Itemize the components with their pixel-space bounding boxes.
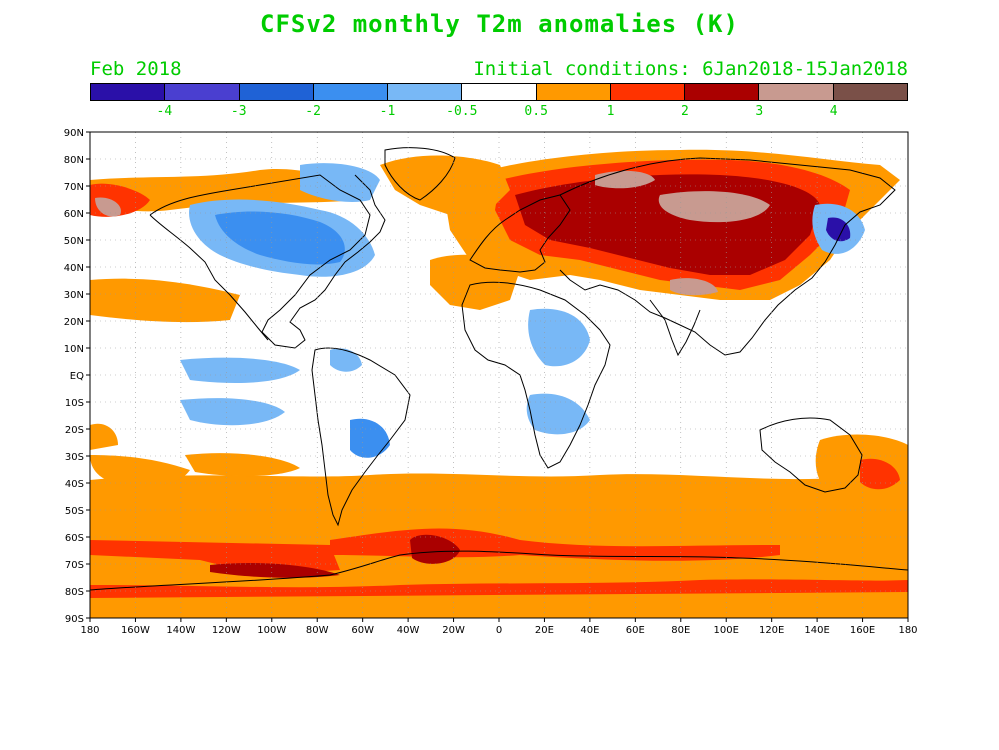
longitude-label: 120E (759, 625, 784, 636)
latitude-label: 30S (65, 452, 84, 463)
latitude-label: 90S (65, 614, 84, 625)
latitude-label: EQ (70, 371, 84, 382)
latitude-label: 30N (64, 290, 84, 301)
longitude-label: 20E (535, 625, 554, 636)
colorbar-tick-label: 4 (829, 104, 838, 119)
colorbar-tick-label: -1 (379, 104, 396, 119)
colorbar-segment (91, 84, 166, 100)
longitude-label: 100E (714, 625, 739, 636)
longitude-label: 40W (397, 625, 420, 636)
latitude-label: 90N (64, 128, 84, 139)
colorbar-segment (313, 84, 389, 100)
latitude-label: 20S (65, 425, 84, 436)
colorbar-segment (239, 84, 314, 100)
latitude-label: 70N (64, 182, 84, 193)
colorbar-tick-label: 3 (755, 104, 764, 119)
latitude-label: 40S (65, 479, 84, 490)
graticule (90, 132, 908, 618)
longitude-ticks: 180 160W 140W 120W 100W 80W 60W 40W 20W 0 20E 40E 60… (80, 618, 918, 636)
longitude-label: 100W (257, 625, 286, 636)
valid-month-label: Feb 2018 (90, 58, 182, 80)
latitude-label: 10N (64, 344, 84, 355)
latitude-label: 40N (64, 263, 84, 274)
longitude-label: 180 (80, 625, 99, 636)
map-title: CFSv2 monthly T2m anomalies (K) (260, 10, 739, 38)
latitude-label: 80N (64, 155, 84, 166)
latitude-label: 60S (65, 533, 84, 544)
colorbar-segment (462, 84, 537, 100)
colorbar-segment (536, 84, 611, 100)
colorbar-tick-label: 2 (680, 104, 689, 119)
initial-conditions-label: Initial conditions: 6Jan2018-15Jan2018 (473, 58, 908, 80)
colorbar-segment (685, 84, 760, 100)
longitude-label: 160E (850, 625, 875, 636)
longitude-label: 160W (121, 625, 150, 636)
longitude-label: 140W (166, 625, 195, 636)
longitude-label: 180 (898, 625, 917, 636)
latitude-label: 70S (65, 560, 84, 571)
latitude-label: 80S (65, 587, 84, 598)
colorbar-segment (833, 84, 907, 100)
colorbar-tick-label: -2 (305, 104, 321, 119)
latitude-ticks: 90N 80N 70N 60N 50N 40N 30N 20N 10N EQ 10S 20S 30S 40… (64, 128, 90, 625)
latitude-label: 50N (64, 236, 84, 247)
latitude-label: 20N (64, 317, 84, 328)
colorbar-tick-label: -0.5 (446, 104, 478, 119)
longitude-label: 140E (804, 625, 829, 636)
latitude-label: 60N (64, 209, 84, 220)
longitude-label: 0 (496, 625, 502, 636)
latitude-label: 50S (65, 506, 84, 517)
longitude-label: 60W (351, 625, 374, 636)
longitude-label: 40E (580, 625, 599, 636)
anomaly-field (90, 149, 908, 618)
colorbar-segment (610, 84, 686, 100)
colorbar-segment (759, 84, 834, 100)
colorbar-tick-label: 1 (606, 104, 615, 119)
longitude-label: 120W (212, 625, 241, 636)
colorbar (90, 83, 908, 101)
longitude-label: 80E (671, 625, 690, 636)
longitude-label: 20W (442, 625, 465, 636)
colorbar-tick-label: 0.5 (524, 104, 548, 119)
colorbar-tick-label: -4 (156, 104, 173, 119)
colorbar-segment (165, 84, 240, 100)
longitude-label: 60E (626, 625, 645, 636)
colorbar-tick-label: -3 (230, 104, 247, 119)
longitude-label: 80W (306, 625, 329, 636)
latitude-label: 10S (65, 398, 84, 409)
coastlines (89, 147, 909, 591)
colorbar-segment (388, 84, 463, 100)
